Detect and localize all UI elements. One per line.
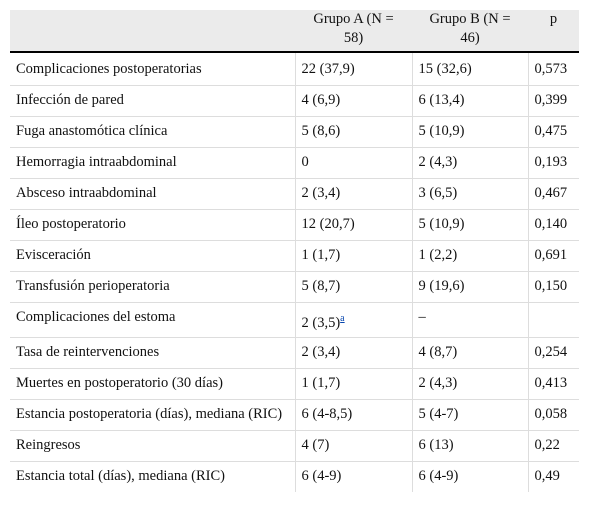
table-row: Fuga anastomótica clínica 5 (8,6) 5 (10,9)… bbox=[10, 116, 579, 148]
table-cell: 0,22 bbox=[528, 430, 579, 462]
table-cell: 1 (1,7) bbox=[295, 368, 413, 400]
row-label: Reingresos bbox=[10, 430, 296, 462]
footnote-link[interactable]: a bbox=[340, 313, 345, 324]
table-cell: 5 (10,9) bbox=[412, 116, 529, 148]
table-cell: 0,467 bbox=[528, 178, 579, 210]
table-cell: 0,193 bbox=[528, 147, 579, 179]
table-row: Reingresos 4 (7) 6 (13) 0,22 bbox=[10, 430, 579, 462]
table-cell: 3 (6,5) bbox=[412, 178, 529, 210]
table-cell: 0,413 bbox=[528, 368, 579, 400]
table-cell: 0 bbox=[295, 147, 413, 179]
table-cell: 5 (4-7) bbox=[412, 399, 529, 431]
table-cell: 6 (13) bbox=[412, 430, 529, 462]
table-cell: 0,475 bbox=[528, 116, 579, 148]
table-cell: 0,399 bbox=[528, 85, 579, 117]
row-label: Infección de pared bbox=[10, 85, 296, 117]
table-cell: 1 (2,2) bbox=[412, 240, 529, 272]
table-cell: 6 (13,4) bbox=[412, 85, 529, 117]
table-cell: 5 (8,7) bbox=[295, 271, 413, 303]
table-cell: 0,49 bbox=[534, 467, 560, 484]
table-cell: 1 (1,7) bbox=[295, 240, 413, 272]
table-cell: 5 (8,6) bbox=[295, 116, 413, 148]
row-label: Íleo postoperatorio bbox=[10, 209, 296, 241]
row-label: Evisceración bbox=[10, 240, 296, 272]
header-cell bbox=[10, 10, 295, 53]
row-label: Transfusión perioperatoria bbox=[10, 271, 296, 303]
cell-text: 2 (3,5) bbox=[301, 314, 341, 331]
table-row: Complicaciones postoperatorias 22 (37,9) 1… bbox=[10, 52, 579, 86]
results-table: Grupo A (N = 58) Grupo B (N = 46) p Compli… bbox=[10, 10, 579, 492]
table-cell: 0,254 bbox=[528, 337, 579, 369]
table-cell: 0,150 bbox=[528, 271, 579, 303]
table-cell: 22 (37,9) bbox=[295, 52, 413, 86]
table-row: Estancia postoperatoria (días), mediana … bbox=[10, 399, 579, 431]
table-cell: 15 (32,6) bbox=[412, 52, 529, 86]
table-cell: 6 (4-8,5) bbox=[295, 399, 413, 431]
table-cell: – bbox=[412, 302, 529, 338]
table-row: Infección de pared 4 (6,9) 6 (13,4) 0,399 bbox=[10, 85, 579, 117]
table-cell: 2 (3,4) bbox=[295, 178, 413, 210]
table-row: Íleo postoperatorio 12 (20,7) 5 (10,9) 0,14… bbox=[10, 209, 579, 241]
table-cell: 2 (3,5)a bbox=[295, 302, 413, 338]
row-label: Fuga anastomótica clínica bbox=[10, 116, 296, 148]
row-label: Estancia postoperatoria (días), mediana … bbox=[10, 399, 296, 431]
table-cell: 12 (20,7) bbox=[295, 209, 413, 241]
row-label: Estancia total (días), mediana (RIC) bbox=[10, 461, 296, 492]
header-row: Grupo A (N = 58) Grupo B (N = 46) p bbox=[10, 10, 579, 53]
table-cell: 6 (4-9) bbox=[412, 461, 529, 492]
table-cell: 4 (8,7) bbox=[412, 337, 529, 369]
header-cell: Grupo A (N = 58) bbox=[295, 10, 412, 53]
table-body: Complicaciones postoperatorias 22 (37,9) 1… bbox=[10, 52, 579, 492]
table-cell: 2 (4,3) bbox=[412, 368, 529, 400]
table-row: Tasa de reintervenciones 2 (3,4) 4 (8,7) 0,… bbox=[10, 337, 579, 369]
row-label: Absceso intraabdominal bbox=[10, 178, 296, 210]
row-label: Complicaciones del estoma bbox=[10, 302, 296, 338]
table-cell: 4 (7) bbox=[295, 430, 413, 462]
table-cell: 0,691 bbox=[528, 240, 579, 272]
table-row: Evisceración 1 (1,7) 1 (2,2) 0,691 bbox=[10, 240, 579, 272]
row-label: Muertes en postoperatorio (30 días) bbox=[10, 368, 296, 400]
table-cell: 2 (4,3) bbox=[412, 147, 529, 179]
header-cell: p bbox=[528, 10, 579, 53]
table-cell bbox=[528, 302, 579, 338]
table-row: Absceso intraabdominal 2 (3,4) 3 (6,5) 0,46… bbox=[10, 178, 579, 210]
table-row: Transfusión perioperatoria 5 (8,7) 9 (19,6… bbox=[10, 271, 579, 303]
row-label: Tasa de reintervenciones bbox=[10, 337, 296, 369]
table-cell: 5 (10,9) bbox=[412, 209, 529, 241]
row-label: Hemorragia intraabdominal bbox=[10, 147, 296, 179]
table-row: Hemorragia intraabdominal 0 2 (4,3) 0,193 bbox=[10, 147, 579, 179]
row-label: Complicaciones postoperatorias bbox=[10, 52, 296, 86]
table-cell: 4 (6,9) bbox=[295, 85, 413, 117]
table-row: Muertes en postoperatorio (30 días) 1 (1,… bbox=[10, 368, 579, 400]
table-cell: 6 (4-9) bbox=[295, 461, 413, 492]
table-cell: 0,573 bbox=[528, 52, 579, 86]
table-cell: 9 (19,6) bbox=[412, 271, 529, 303]
footnote-marker: a bbox=[340, 310, 344, 324]
table-cell: 2 (3,4) bbox=[295, 337, 413, 369]
table-cell: 0,140 bbox=[528, 209, 579, 241]
table-row: Complicaciones del estoma 2 (3,5)a – bbox=[10, 302, 579, 338]
table-cell: 0,058 bbox=[528, 399, 579, 431]
header-cell: Grupo B (N = 46) bbox=[412, 10, 528, 53]
table-row: Estancia total (días), mediana (RIC) 6 (4… bbox=[10, 461, 579, 492]
